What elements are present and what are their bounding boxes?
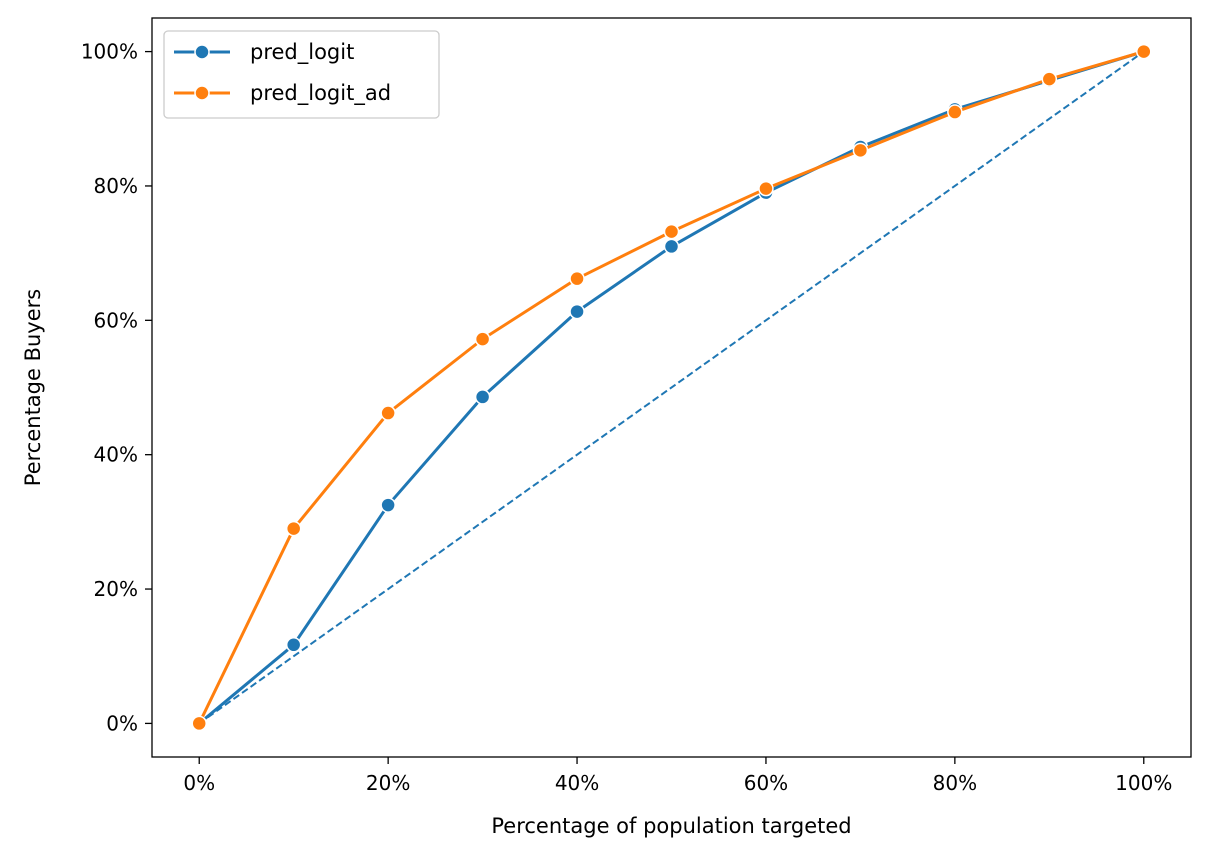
data-point [569,270,585,287]
data-point [474,389,491,405]
legend-swatch-marker [194,44,210,60]
reference-line [198,50,1145,725]
data-point [1041,71,1058,87]
plot-area [191,43,1152,732]
x-axis-ticks: 0% 20% 40% 60% 80% 100% [183,757,1172,795]
legend-label: pred_logit [250,40,354,65]
plot-frame [151,17,1192,758]
data-point [380,497,396,513]
legend-swatch-marker [194,85,210,101]
y-tick-label: 80% [94,174,138,198]
x-tick-label: 40% [555,771,599,795]
data-point [285,520,302,537]
x-tick-label: 0% [183,771,215,795]
data-point [474,331,491,347]
y-tick-label: 40% [94,443,138,467]
y-tick-label: 0% [106,711,138,735]
data-point [663,223,680,240]
legend-entry: pred_logit [174,40,354,65]
legend-entry: pred_logit_ad [174,81,391,106]
x-axis-label: Percentage of population targeted [491,814,851,838]
y-axis-label: Percentage Buyers [21,289,45,486]
data-point [191,715,207,732]
data-point [663,238,680,255]
x-tick-label: 100% [1115,771,1172,795]
data-point [285,637,302,653]
data-point [852,142,869,159]
y-tick-label: 20% [94,577,138,601]
series-layer [191,43,1152,732]
data-point [947,104,963,120]
reference-line-layer [198,50,1145,725]
x-tick-label: 20% [366,771,410,795]
legend: pred_logit pred_logit_ad [163,30,440,119]
data-point [1136,43,1152,60]
data-point [569,303,585,320]
series-pred_logit_ad [191,43,1152,732]
data-point [380,405,396,421]
y-tick-label: 100% [81,40,138,64]
y-tick-label: 60% [94,308,138,332]
legend-label: pred_logit_ad [250,81,391,106]
x-tick-label: 80% [933,771,977,795]
data-point [758,180,774,197]
y-axis-ticks: 0% 20% 40% 60% 80% 100% [81,40,152,735]
legend-box [163,30,440,119]
x-tick-label: 60% [744,771,788,795]
